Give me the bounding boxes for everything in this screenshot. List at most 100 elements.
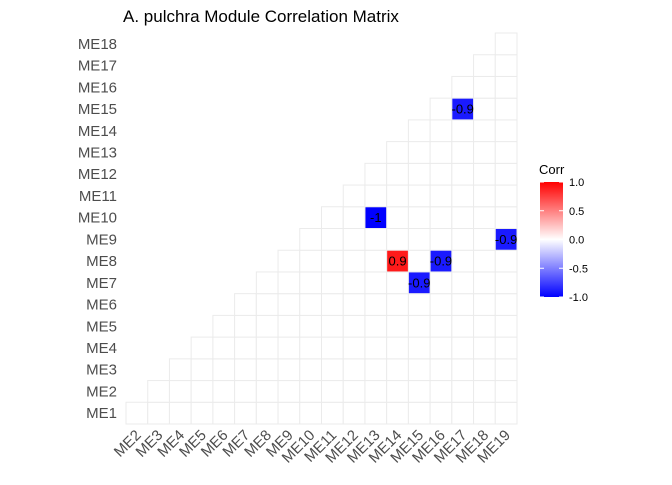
empty-cell bbox=[212, 380, 236, 403]
empty-cell bbox=[494, 54, 518, 77]
cell-value-label: -0.9 bbox=[408, 275, 430, 290]
empty-cell bbox=[234, 336, 257, 360]
empty-cell bbox=[473, 293, 496, 316]
empty-cell bbox=[321, 401, 344, 425]
empty-cell bbox=[407, 249, 431, 273]
y-tick-label: ME2 bbox=[86, 383, 117, 400]
empty-cell bbox=[407, 206, 431, 229]
heatmap-cell bbox=[387, 250, 408, 272]
y-tick-label: ME8 bbox=[86, 253, 117, 270]
empty-cell bbox=[212, 314, 236, 338]
empty-cell bbox=[190, 336, 214, 360]
empty-cell bbox=[321, 380, 344, 403]
empty-cell bbox=[299, 228, 322, 251]
chart-title: A. pulchra Module Correlation Matrix bbox=[123, 7, 399, 26]
cell-layer: -10.9-0.9-0.9-0.9-0.9 bbox=[125, 32, 518, 425]
empty-cell bbox=[473, 314, 496, 338]
empty-cell bbox=[364, 162, 388, 186]
empty-cell bbox=[473, 184, 496, 208]
empty-cell bbox=[277, 271, 301, 295]
empty-cell bbox=[407, 141, 431, 164]
empty-cell bbox=[255, 358, 279, 382]
empty-cell bbox=[299, 336, 322, 360]
y-tick-label: ME5 bbox=[86, 318, 117, 335]
empty-cell bbox=[277, 249, 301, 273]
empty-cell bbox=[386, 380, 409, 403]
empty-cell bbox=[429, 314, 453, 338]
y-tick-label: ME10 bbox=[78, 210, 117, 227]
empty-cell bbox=[473, 75, 496, 99]
y-tick-label: ME17 bbox=[78, 58, 117, 75]
empty-cell bbox=[386, 293, 409, 316]
empty-cell bbox=[494, 358, 518, 382]
empty-cell bbox=[494, 32, 518, 56]
empty-cell bbox=[277, 293, 301, 316]
empty-cell bbox=[168, 401, 192, 425]
cell-value-label: -0.9 bbox=[430, 254, 452, 269]
empty-cell bbox=[494, 119, 518, 143]
legend-tick-label: 0.5 bbox=[569, 206, 584, 218]
empty-cell bbox=[342, 314, 366, 338]
empty-cell bbox=[473, 271, 496, 295]
empty-cell bbox=[342, 358, 366, 382]
empty-cell bbox=[342, 184, 366, 208]
y-tick-label: ME7 bbox=[86, 275, 117, 292]
empty-cell bbox=[321, 336, 344, 360]
empty-cell bbox=[429, 336, 453, 360]
empty-cell bbox=[407, 336, 431, 360]
empty-cell bbox=[342, 293, 366, 316]
empty-cell bbox=[429, 380, 453, 403]
empty-cell bbox=[364, 293, 388, 316]
y-tick-labels: ME1 ME2 ME3 ME4 ME5 ME6 ME7 ME8 ME9 ME10 ME11 ME12 M… bbox=[78, 36, 117, 422]
empty-cell bbox=[494, 141, 518, 164]
empty-cell bbox=[451, 228, 475, 251]
empty-cell bbox=[299, 401, 322, 425]
empty-cell bbox=[212, 401, 236, 425]
empty-cell bbox=[451, 401, 475, 425]
empty-cell bbox=[451, 380, 475, 403]
empty-cell bbox=[429, 97, 453, 121]
empty-cell bbox=[473, 228, 496, 251]
empty-cell bbox=[451, 293, 475, 316]
heatmap-cell bbox=[495, 229, 517, 250]
empty-cell bbox=[429, 358, 453, 382]
empty-cell bbox=[494, 380, 518, 403]
empty-cell bbox=[473, 401, 496, 425]
empty-cell bbox=[386, 358, 409, 382]
y-tick-label: ME4 bbox=[86, 340, 117, 357]
legend-tick-label: 1.0 bbox=[569, 177, 584, 189]
empty-cell bbox=[473, 141, 496, 164]
y-tick-label: ME1 bbox=[86, 405, 117, 422]
empty-cell bbox=[451, 75, 475, 99]
empty-cell bbox=[473, 54, 496, 77]
empty-cell bbox=[429, 228, 453, 251]
empty-cell bbox=[451, 271, 475, 295]
empty-cell bbox=[473, 249, 496, 273]
empty-cell bbox=[407, 401, 431, 425]
empty-cell bbox=[407, 184, 431, 208]
y-tick-label: ME6 bbox=[86, 297, 117, 314]
cell-value-label: -1 bbox=[370, 210, 382, 225]
empty-cell bbox=[342, 228, 366, 251]
legend-tick-label: -0.5 bbox=[569, 263, 588, 275]
empty-cell bbox=[234, 293, 257, 316]
empty-cell bbox=[364, 380, 388, 403]
empty-cell bbox=[364, 184, 388, 208]
heatmap-cell bbox=[365, 207, 387, 228]
legend: Corr 1.0 0.5 0.0 -0.5 -1.0 bbox=[539, 162, 588, 304]
y-tick-label: ME9 bbox=[86, 231, 117, 248]
empty-cell bbox=[364, 401, 388, 425]
empty-cell bbox=[321, 314, 344, 338]
cell-value-label: 0.9 bbox=[388, 254, 406, 269]
empty-cell bbox=[494, 75, 518, 99]
empty-cell bbox=[277, 358, 301, 382]
empty-cell bbox=[364, 271, 388, 295]
legend-color-bar bbox=[540, 182, 563, 297]
empty-cell bbox=[364, 228, 388, 251]
cell-value-label: -0.9 bbox=[451, 102, 473, 117]
heatmap-cell bbox=[430, 250, 452, 272]
empty-cell bbox=[451, 184, 475, 208]
empty-cell bbox=[342, 380, 366, 403]
empty-cell bbox=[407, 358, 431, 382]
empty-cell bbox=[255, 293, 279, 316]
